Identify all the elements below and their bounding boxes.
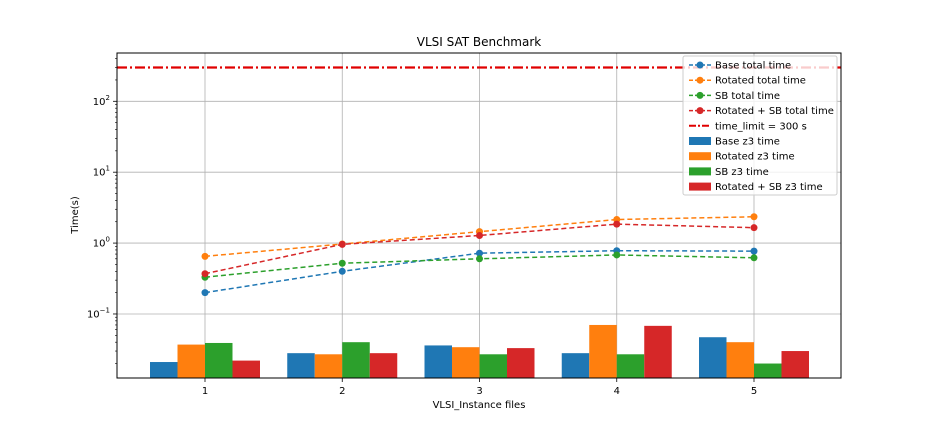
data-point (476, 231, 483, 239)
legend-marker (696, 76, 704, 84)
bar (342, 342, 370, 378)
y-tick-label-exponent: 2 (106, 94, 110, 102)
y-tick-label-exponent: −1 (100, 306, 110, 314)
x-tick-label: 4 (614, 386, 620, 397)
bar (479, 354, 507, 378)
bar (177, 344, 205, 378)
legend-label: time_limit = 300 s (715, 121, 807, 132)
bar (205, 342, 233, 378)
data-point (750, 213, 758, 221)
legend-marker (696, 107, 704, 115)
y-tick-label-exponent: 0 (106, 236, 110, 244)
legend-label: SB total time (715, 91, 780, 102)
legend-bar-swatch (689, 182, 711, 191)
x-tick-label: 2 (339, 386, 345, 397)
bar (561, 353, 590, 378)
plot-area-frame (116, 52, 842, 379)
bar (589, 324, 617, 378)
x-tick-label: 3 (476, 386, 482, 397)
legend-label: Rotated z3 time (715, 152, 795, 163)
legend-bar-swatch (689, 152, 711, 161)
x-axis-label: VLSI_Instance files (433, 400, 526, 411)
legend-bar-swatch (689, 137, 711, 145)
series-line (204, 249, 755, 294)
data-point (613, 220, 621, 228)
data-point (338, 240, 346, 248)
legend: Base total time Rotated total time SB tota… (682, 55, 838, 196)
x-tick-label: 5 (751, 386, 757, 397)
y-tick-label-base: 10 (93, 97, 106, 108)
data-point (201, 270, 209, 278)
legend-label: Base z3 time (715, 137, 780, 148)
data-point (201, 289, 209, 297)
y-tick-label-base: 10 (87, 309, 100, 320)
bar (150, 362, 178, 378)
data-point (613, 251, 621, 259)
data-point (338, 259, 346, 267)
data-point (476, 249, 483, 257)
data-point (338, 267, 346, 275)
y-tick-label-exponent: 1 (106, 165, 110, 173)
legend-label: SB z3 time (715, 167, 769, 178)
bar (644, 325, 672, 378)
y-tick-label: 101 (93, 165, 110, 179)
bar (369, 353, 398, 378)
bar (507, 348, 535, 378)
bar (699, 337, 727, 378)
data-point (201, 252, 209, 260)
legend-marker (696, 91, 704, 99)
bar (452, 347, 480, 378)
legend-marker (696, 61, 704, 69)
bar (314, 354, 343, 378)
y-tick-label-base: 10 (93, 239, 106, 250)
legend-label: Rotated total time (715, 76, 806, 87)
legend-box (682, 55, 838, 196)
data-point (750, 224, 758, 232)
y-tick-label: 10−1 (87, 306, 110, 320)
data-point (750, 254, 758, 262)
legend-label: Rotated + SB total time (715, 106, 834, 117)
y-tick-label-base: 10 (93, 168, 106, 179)
legend-bar-swatch (689, 167, 711, 176)
y-tick-label: 100 (93, 236, 110, 250)
bar (781, 351, 809, 378)
legend-label: Rotated + SB z3 time (715, 182, 823, 193)
chart-title: VLSI SAT Benchmark (417, 35, 542, 49)
x-tick-label: 1 (202, 386, 208, 397)
bar (754, 363, 782, 378)
bar-series-group (150, 324, 809, 378)
y-axis-label: Time(s) (70, 196, 81, 235)
y-tick-label: 102 (93, 94, 110, 108)
bar (424, 345, 452, 378)
bar (287, 353, 315, 378)
data-point (476, 255, 483, 263)
bar (232, 360, 260, 378)
legend-label: Base total time (715, 61, 791, 72)
bar (726, 342, 754, 378)
data-point (750, 247, 758, 255)
bar (616, 354, 645, 378)
